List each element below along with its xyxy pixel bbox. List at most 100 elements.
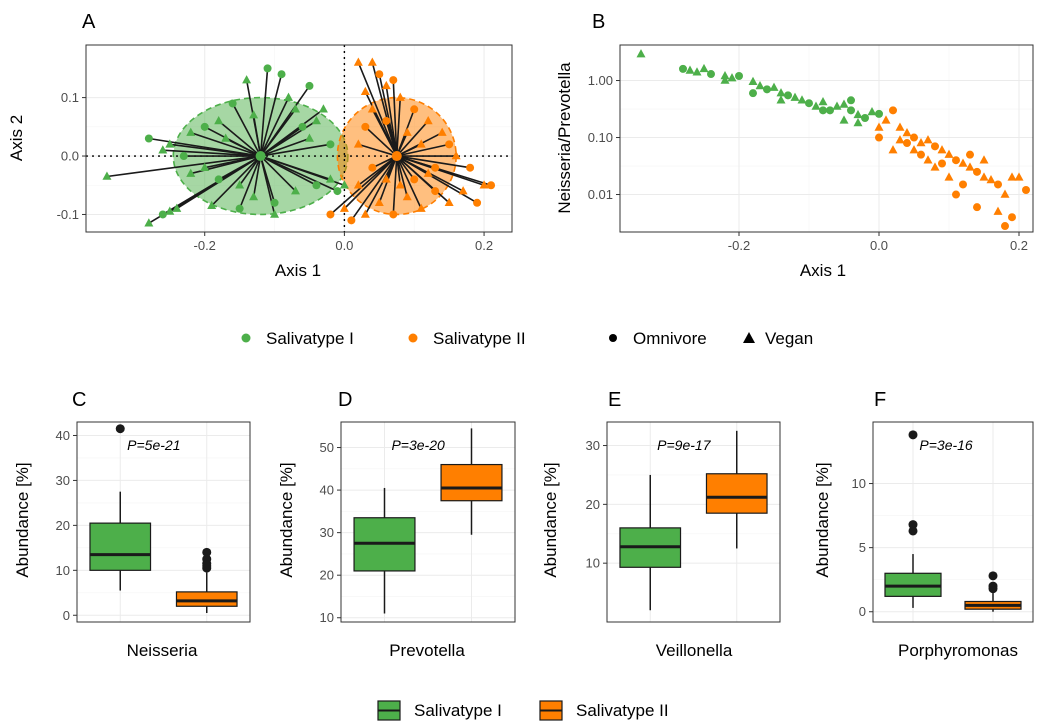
panel-a-point-omnivore: [389, 76, 398, 85]
panel-a-point-vegan: [367, 57, 377, 66]
panel-a-point-vegan: [249, 110, 259, 119]
panel-a-segment: [169, 143, 261, 157]
panel-b-point-vegan: [944, 149, 954, 158]
panel-a-segment: [259, 68, 269, 157]
panel-b-point-vegan: [636, 49, 646, 58]
panel-b-point-vegan: [923, 135, 933, 144]
panel-a-centroid: [255, 151, 266, 162]
panel-b-point-vegan: [839, 99, 849, 108]
panel-f-ytick-label: 10: [852, 476, 866, 491]
panel-a-segment: [260, 108, 324, 157]
panel-a-segment: [357, 155, 398, 186]
panel-a-point-omnivore: [473, 198, 482, 207]
panel-b-ytick-label: 1.00: [588, 73, 613, 88]
panel-a-segment: [252, 155, 262, 198]
panel-a-segment: [392, 155, 398, 215]
panel-a-point-vegan: [437, 127, 447, 136]
panel-a-point-omnivore: [410, 175, 419, 184]
panel-a-segment: [350, 155, 398, 221]
legend-bottom: Salivatype I Salivatype II: [377, 700, 669, 721]
panel-b: B Axis 1 Neisseria/Prevotella -0.2 0.0 0.2…: [555, 11, 1034, 280]
panel-a-point-vegan: [353, 139, 363, 148]
panel-b-point-vegan: [888, 145, 898, 154]
panel-b-point-omnivore: [994, 180, 1002, 189]
legend-bottom-salivatype-1-label: Salivatype I: [414, 701, 502, 720]
panel-b-ylabel: Neisseria/Prevotella: [555, 62, 574, 214]
panel-a-segment: [260, 155, 338, 192]
panel-c-xlabel: Neisseria: [127, 641, 198, 660]
panel-c-pvalue: P=5e-21: [127, 437, 180, 453]
panel-b-point-omnivore: [973, 203, 981, 212]
panel-b-point-vegan: [1000, 189, 1010, 198]
panel-a-point-vegan: [207, 200, 217, 209]
panel-b-point-omnivore: [1001, 222, 1009, 231]
panel-a-point-vegan: [395, 180, 405, 189]
panel-b-point-vegan: [790, 92, 800, 101]
panel-b-xtick-label: 0.2: [1010, 238, 1028, 253]
panel-a-point-omnivore: [487, 181, 496, 190]
panel-a-point-omnivore: [431, 187, 440, 196]
panel-a-point-omnivore: [375, 70, 384, 79]
panel-a-point-omnivore: [431, 163, 440, 172]
panel-b-point-omnivore: [917, 150, 925, 159]
panel-a-segment: [225, 137, 261, 157]
panel-a-segment: [364, 91, 398, 157]
panel-b-xlabel: Axis 1: [800, 261, 846, 280]
panel-b-point-omnivore: [938, 159, 946, 168]
panel-b-point-omnivore: [875, 109, 883, 118]
panel-a-segment: [396, 155, 422, 209]
panel-c-plot-area: [77, 422, 250, 622]
panel-f-xlabel: Porphyromonas: [898, 641, 1018, 660]
panel-a-point-vegan: [235, 180, 245, 189]
panel-b-point-vegan: [748, 76, 758, 86]
panel-a-segment: [392, 80, 398, 157]
panel-e-ytick-label: 10: [586, 556, 600, 571]
panel-a-point-vegan: [270, 209, 280, 218]
panel-b-point-vegan: [811, 101, 821, 110]
panel-a-segment: [231, 103, 262, 157]
panel-a-point-omnivore: [368, 163, 377, 172]
panel-a-point-omnivore: [270, 198, 279, 207]
panel-a-ytick-label: 0.1: [61, 90, 79, 105]
panel-e-box-salivatype-2: [705, 473, 768, 514]
panel-a-point-vegan: [451, 151, 461, 160]
panel-a-point-omnivore: [277, 70, 286, 79]
panel-b-point-vegan: [755, 81, 765, 90]
panel-b-point-omnivore: [875, 133, 883, 142]
panel-a-point-vegan: [291, 186, 301, 195]
panel-f-outlier-salivatype-1: [908, 520, 918, 530]
panel-a-ytick-label: -0.1: [57, 207, 79, 222]
panel-c-box-salivatype-2: [175, 591, 238, 607]
panel-b-point-vegan: [965, 162, 975, 171]
panel-a-point-omnivore: [347, 216, 356, 225]
panel-a-segment: [211, 155, 262, 207]
panel-a-point-vegan: [158, 145, 168, 154]
panel-a-segment: [364, 126, 398, 157]
panel-b-point-omnivore: [763, 85, 771, 94]
panel-e-plot-area: [607, 422, 780, 622]
panel-f-pvalue: P=3e-16: [919, 437, 973, 453]
panel-a-point-omnivore: [158, 210, 167, 219]
panel-a-point-omnivore: [179, 152, 188, 161]
panel-b-point-omnivore: [952, 156, 960, 165]
panel-d: D Prevotella Abundance [%] 10 20 30 40 50 P=3…: [277, 389, 516, 660]
panel-f-ytick-label: 5: [859, 540, 866, 555]
panel-a-xtick-label: 0.2: [475, 238, 493, 253]
panel-b-xtick-label: 0.0: [870, 238, 888, 253]
panel-a-segment: [395, 155, 409, 198]
panel-b-point-vegan: [769, 82, 779, 91]
panel-b-point-vegan: [979, 155, 989, 164]
panel-f-outlier-salivatype-2: [988, 571, 998, 581]
panel-b-point-vegan: [1007, 172, 1017, 181]
panel-b-point-omnivore: [819, 106, 827, 115]
panel-b-point-vegan: [944, 172, 954, 181]
panel-a-segment: [218, 155, 261, 181]
panel-a-ytick-label: 0.0: [61, 149, 79, 164]
panel-d-ytick-label: 40: [320, 483, 334, 498]
panel-a-segment: [396, 155, 436, 192]
panel-d-pvalue: P=3e-20: [391, 437, 445, 453]
panel-d-frame: [340, 421, 516, 623]
panel-c-ytick-label: 30: [56, 473, 70, 488]
panel-f: F Porphyromonas Abundance [%] 0 5 10 P=3e-1…: [813, 389, 1034, 660]
